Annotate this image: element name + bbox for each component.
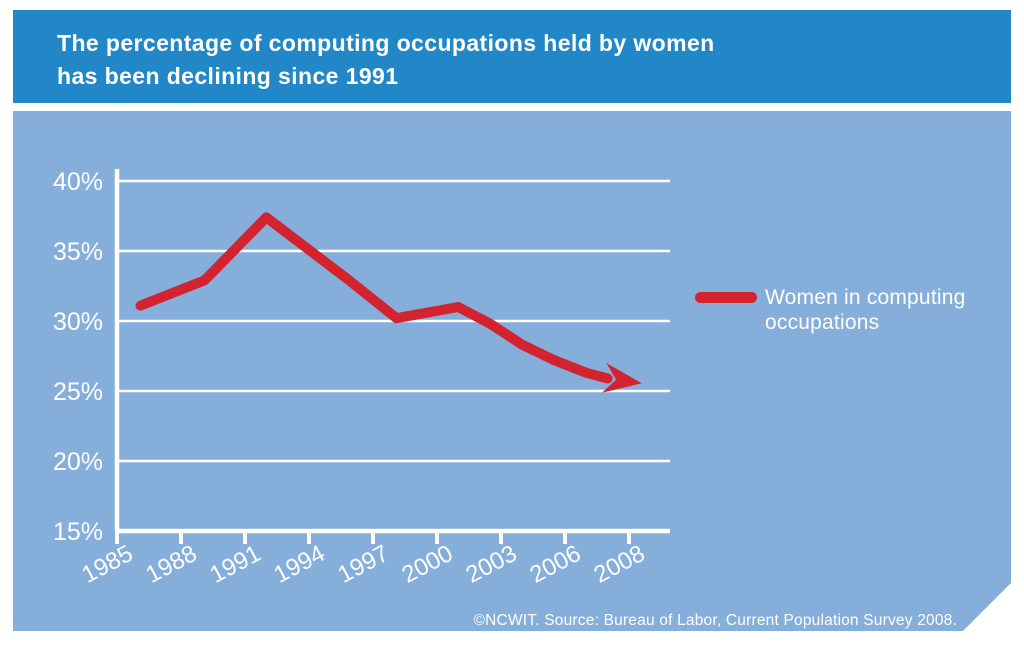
chart-panel: 40% 35% 30% 25% 20% 15% 1985 1988 1991 1994 1997 20… [13,111,1011,631]
x-axis-label-1988: 1988 [142,540,202,589]
data-line-women-in-computing [135,212,613,384]
line-chart: 40%35%30%25%20%15%1985 1988 1991 1994 1997 20… [53,168,670,589]
chart-header: The percentage of computing occupations … [13,10,1011,103]
arrowhead-icon [602,363,642,393]
x-axis-label-2000: 2000 [398,540,458,589]
chart-title-line2: has been declining since 1991 [57,63,399,89]
x-axis-label-2003: 2003 [462,540,522,589]
y-axis-label-40: 40% [53,168,103,196]
chart-title-line1: The percentage of computing occupations … [57,30,715,56]
legend: Women in computing occupations [695,285,965,335]
source-attribution: ©NCWIT. Source: Bureau of Labor, Current… [473,612,957,629]
x-axis-label-1991: 1991 [206,540,266,589]
y-axis-label-15: 15% [53,518,103,546]
legend-label-line1: Women in computing [765,286,966,309]
x-axis-label-2008: 2008 [590,540,650,589]
legend-label-line2: occupations [765,311,880,334]
x-axis-label-1985: 1985 [78,540,138,589]
y-axis-label-20: 20% [53,448,103,476]
y-axis-label-25: 25% [53,378,103,406]
x-axis-label-2006: 2006 [526,540,586,589]
legend-label: Women in computing occupations [765,285,965,335]
y-axis-label-30: 30% [53,308,103,336]
x-axis-label-1994: 1994 [270,540,330,589]
y-axis-label-35: 35% [53,238,103,266]
legend-line-swatch [695,292,757,303]
x-axis-label-1997: 1997 [334,540,394,589]
